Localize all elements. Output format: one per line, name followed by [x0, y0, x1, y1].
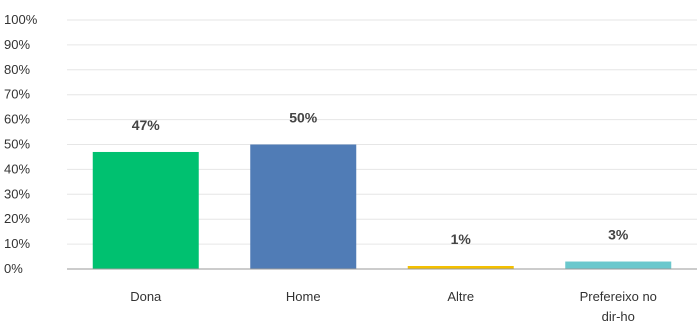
y-tick-label: 80% — [4, 62, 30, 77]
y-tick-label: 70% — [4, 87, 30, 102]
y-tick-label: 40% — [4, 161, 30, 176]
x-tick-label: Home — [286, 289, 321, 304]
x-tick-label-line: Home — [286, 289, 321, 304]
data-label: 47% — [132, 117, 161, 133]
bar — [250, 144, 357, 269]
y-tick-label: 20% — [4, 211, 30, 226]
bar — [407, 266, 514, 269]
x-tick-label-line: Dona — [130, 289, 162, 304]
bar — [92, 151, 199, 269]
y-axis-ticks: 0% 10% 20% 30% 40% 50% 60% 70% 80% 90% 100% — [4, 12, 38, 276]
y-tick-label: 60% — [4, 112, 30, 127]
x-axis-ticks: Dona Home Altre Prefereixo no dir-ho — [130, 289, 657, 323]
x-tick-label: Prefereixo no dir-ho — [580, 289, 657, 323]
data-label: 3% — [608, 227, 629, 243]
y-tick-label: 100% — [4, 12, 38, 27]
y-tick-label: 90% — [4, 37, 30, 52]
y-tick-label: 50% — [4, 137, 30, 152]
data-label: 1% — [451, 231, 472, 247]
y-tick-label: 30% — [4, 186, 30, 201]
x-tick-label: Altre — [447, 289, 474, 304]
bars — [92, 144, 672, 269]
x-tick-label-line: dir-ho — [602, 309, 635, 323]
bar — [565, 261, 672, 269]
x-tick-label-line: Altre — [447, 289, 474, 304]
x-tick-label-line: Prefereixo no — [580, 289, 657, 304]
data-label: 50% — [289, 110, 318, 126]
y-tick-label: 10% — [4, 236, 30, 251]
x-tick-label: Dona — [130, 289, 162, 304]
data-labels: 47% 50% 1% 3% — [132, 110, 629, 248]
y-tick-label: 0% — [4, 261, 23, 276]
